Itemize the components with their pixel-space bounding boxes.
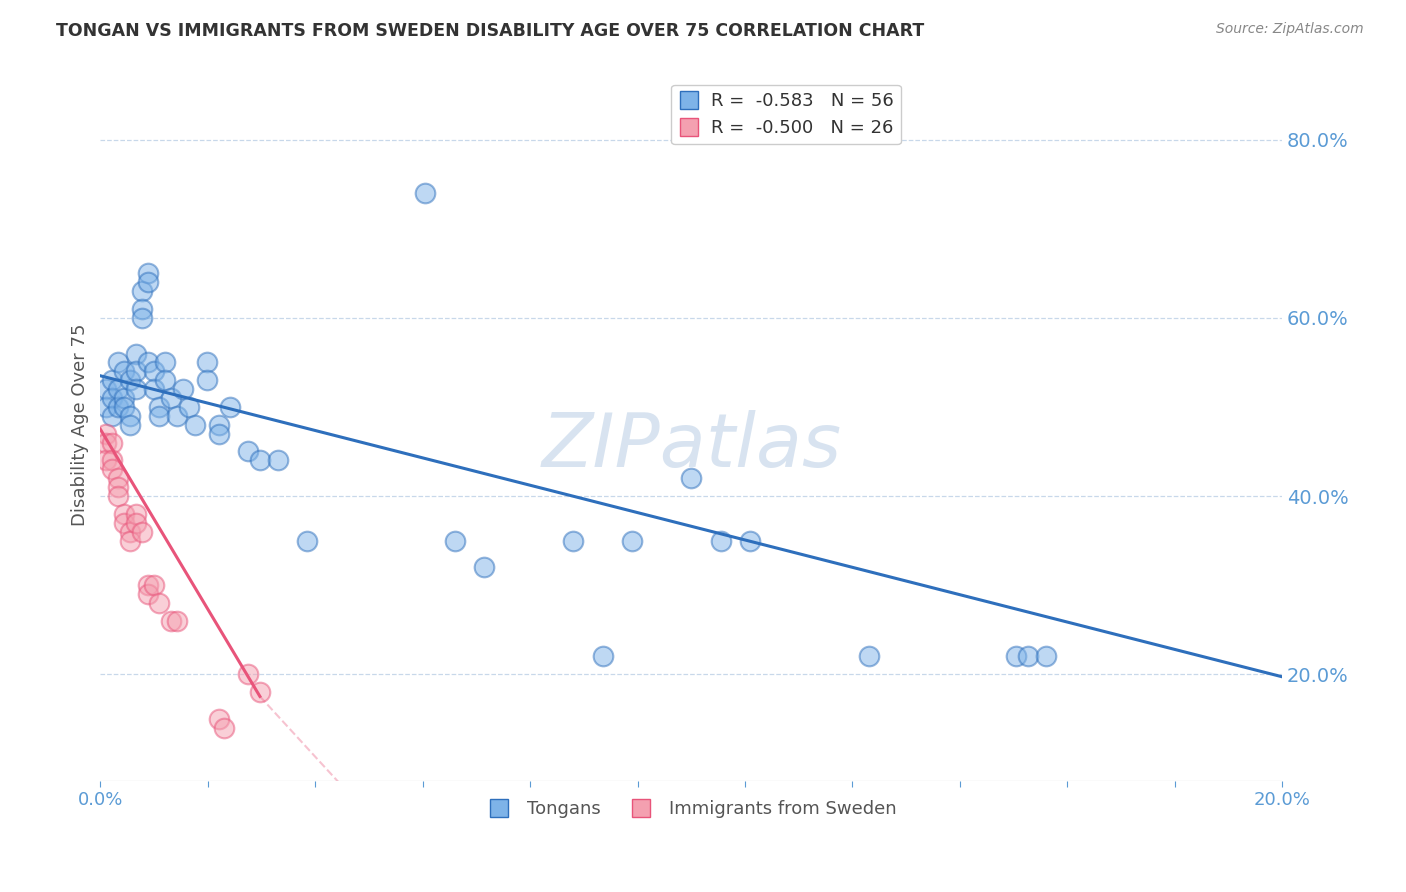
Point <box>219 400 242 414</box>
Point <box>131 310 153 325</box>
Point <box>125 364 148 378</box>
Point <box>112 364 135 378</box>
Point <box>125 382 148 396</box>
Point <box>96 453 118 467</box>
Point <box>101 453 124 467</box>
Point <box>112 507 135 521</box>
Point <box>160 391 183 405</box>
Point <box>142 578 165 592</box>
Point <box>96 400 118 414</box>
Point <box>136 587 159 601</box>
Point <box>1017 649 1039 664</box>
Point <box>562 533 585 548</box>
Point <box>107 382 129 396</box>
Point <box>621 533 644 548</box>
Point <box>112 391 135 405</box>
Point <box>236 444 259 458</box>
Point <box>444 533 467 548</box>
Point <box>101 409 124 423</box>
Point <box>207 426 229 441</box>
Point <box>136 578 159 592</box>
Point <box>107 400 129 414</box>
Point <box>155 373 177 387</box>
Point <box>131 524 153 539</box>
Point <box>112 516 135 530</box>
Point <box>118 524 141 539</box>
Point <box>295 533 318 548</box>
Point <box>125 507 148 521</box>
Point <box>195 373 218 387</box>
Point <box>415 186 437 201</box>
Point <box>142 382 165 396</box>
Point <box>740 533 762 548</box>
Point <box>207 712 229 726</box>
Point <box>101 435 124 450</box>
Point <box>195 355 218 369</box>
Point <box>592 649 614 664</box>
Point <box>681 471 703 485</box>
Point <box>166 409 188 423</box>
Point <box>131 284 153 298</box>
Point <box>101 373 124 387</box>
Point <box>474 560 496 574</box>
Point <box>214 721 236 735</box>
Point <box>107 480 129 494</box>
Point <box>107 489 129 503</box>
Point <box>107 355 129 369</box>
Legend: Tongans, Immigrants from Sweden: Tongans, Immigrants from Sweden <box>478 793 904 825</box>
Text: ZIPatlas: ZIPatlas <box>541 410 841 483</box>
Point <box>1005 649 1028 664</box>
Point <box>249 453 271 467</box>
Point <box>266 453 288 467</box>
Point <box>710 533 733 548</box>
Point <box>107 471 129 485</box>
Point <box>125 346 148 360</box>
Point <box>136 355 159 369</box>
Point <box>131 301 153 316</box>
Point <box>136 266 159 280</box>
Point <box>96 382 118 396</box>
Point <box>207 417 229 432</box>
Point <box>172 382 194 396</box>
Point <box>148 596 170 610</box>
Text: TONGAN VS IMMIGRANTS FROM SWEDEN DISABILITY AGE OVER 75 CORRELATION CHART: TONGAN VS IMMIGRANTS FROM SWEDEN DISABIL… <box>56 22 925 40</box>
Point <box>236 667 259 681</box>
Point <box>155 355 177 369</box>
Point <box>118 373 141 387</box>
Point <box>177 400 200 414</box>
Point <box>118 417 141 432</box>
Point <box>118 409 141 423</box>
Text: Source: ZipAtlas.com: Source: ZipAtlas.com <box>1216 22 1364 37</box>
Point <box>184 417 207 432</box>
Point <box>96 426 118 441</box>
Point <box>166 614 188 628</box>
Point <box>249 685 271 699</box>
Point <box>160 614 183 628</box>
Point <box>112 400 135 414</box>
Point <box>858 649 880 664</box>
Point <box>136 275 159 289</box>
Point <box>148 409 170 423</box>
Point <box>96 435 118 450</box>
Point <box>142 364 165 378</box>
Point <box>148 400 170 414</box>
Y-axis label: Disability Age Over 75: Disability Age Over 75 <box>72 324 89 526</box>
Point <box>101 462 124 476</box>
Point <box>1035 649 1057 664</box>
Point <box>125 516 148 530</box>
Point <box>118 533 141 548</box>
Point <box>101 391 124 405</box>
